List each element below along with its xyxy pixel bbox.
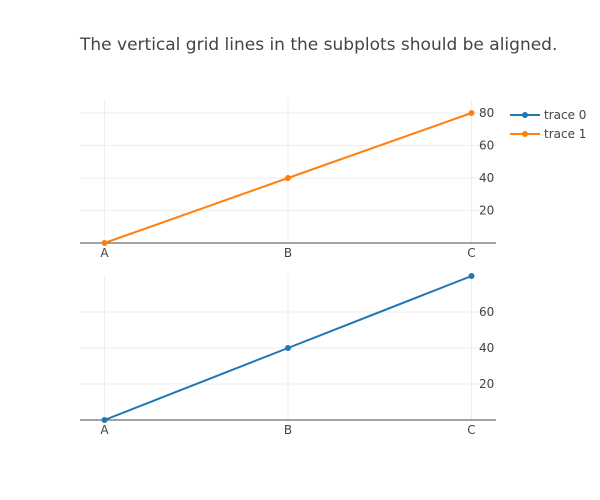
legend[interactable]: trace 0 trace 1: [510, 108, 586, 141]
legend-label: trace 0: [544, 108, 586, 122]
subplot-top: 20 40 60 80 A B C: [80, 100, 496, 260]
chart-title: The vertical grid lines in the subplots …: [79, 35, 557, 55]
legend-item[interactable]: trace 0: [510, 108, 586, 122]
data-point: [101, 240, 108, 246]
x-tick-label: C: [467, 246, 475, 260]
legend-label: trace 1: [544, 127, 586, 141]
y-tick-label: 20: [479, 204, 494, 218]
y-tick-label: 60: [479, 139, 494, 153]
legend-swatch-marker: [522, 131, 528, 137]
x-tick-label: A: [100, 423, 109, 437]
y-tick-label: 20: [479, 377, 494, 391]
x-tick-label: B: [284, 423, 292, 437]
y-tick-label: 40: [479, 341, 494, 355]
y-tick-label: 80: [479, 106, 494, 120]
legend-swatch-marker: [522, 112, 528, 118]
x-tick-label: A: [100, 246, 109, 260]
data-point: [468, 110, 475, 116]
data-point: [285, 175, 291, 181]
data-point: [101, 417, 108, 423]
data-point: [468, 273, 475, 279]
subplots: 20 40 60 80 A B C 20 40 60 A B C: [80, 100, 496, 437]
y-tick-label: 40: [479, 171, 494, 185]
y-tick-label: 60: [479, 305, 494, 319]
legend-item[interactable]: trace 1: [510, 127, 586, 141]
subplot-bottom: 20 40 60 A B C: [80, 273, 496, 437]
x-tick-label: C: [467, 423, 475, 437]
x-tick-label: B: [284, 246, 292, 260]
data-point: [285, 345, 291, 351]
